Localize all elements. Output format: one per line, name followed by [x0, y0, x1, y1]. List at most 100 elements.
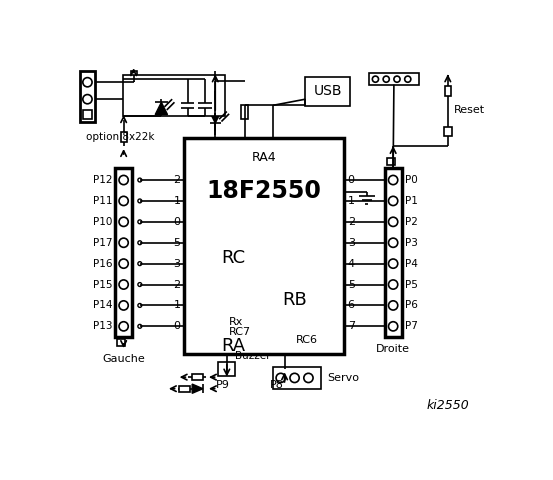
Text: RA: RA: [221, 337, 246, 355]
Circle shape: [276, 373, 285, 383]
Circle shape: [304, 373, 313, 383]
Text: Servo: Servo: [327, 373, 359, 383]
Text: RC7: RC7: [229, 327, 251, 337]
Circle shape: [138, 262, 142, 265]
Bar: [241, 105, 248, 119]
Text: P3: P3: [405, 238, 418, 248]
Text: 2: 2: [348, 217, 355, 227]
Circle shape: [83, 95, 92, 104]
Circle shape: [119, 196, 128, 205]
Circle shape: [138, 303, 142, 307]
Bar: [115, 168, 132, 337]
Text: P12: P12: [92, 175, 112, 185]
Text: P9: P9: [216, 380, 230, 390]
Bar: [123, 75, 225, 116]
Text: P14: P14: [92, 300, 112, 311]
Text: RA4: RA4: [252, 151, 276, 164]
Circle shape: [290, 373, 299, 383]
Circle shape: [119, 238, 128, 247]
Text: RC6: RC6: [296, 335, 318, 345]
Text: 0: 0: [348, 175, 354, 185]
Bar: [131, 71, 137, 82]
Text: P17: P17: [92, 238, 112, 248]
Circle shape: [138, 178, 142, 182]
Bar: [385, 168, 401, 337]
Text: P6: P6: [405, 300, 418, 311]
Bar: [273, 367, 321, 389]
Text: P8: P8: [270, 380, 284, 390]
Text: P4: P4: [405, 259, 418, 269]
Text: 4: 4: [348, 259, 355, 269]
Text: 1: 1: [348, 196, 354, 206]
Circle shape: [138, 220, 142, 224]
Text: 2: 2: [174, 175, 181, 185]
Text: P5: P5: [405, 279, 418, 289]
Text: 5: 5: [348, 279, 354, 289]
Text: Droite: Droite: [376, 344, 410, 354]
Bar: [192, 374, 202, 380]
Circle shape: [119, 217, 128, 227]
Circle shape: [389, 217, 398, 227]
Text: P13: P13: [92, 321, 112, 331]
Circle shape: [119, 175, 128, 185]
Circle shape: [119, 280, 128, 289]
Text: 5: 5: [174, 238, 181, 248]
Bar: [83, 110, 92, 119]
Circle shape: [119, 322, 128, 331]
Text: 6: 6: [348, 300, 354, 311]
Circle shape: [389, 259, 398, 268]
Polygon shape: [155, 102, 168, 115]
Circle shape: [119, 259, 128, 268]
Text: P10: P10: [93, 217, 112, 227]
Polygon shape: [192, 384, 203, 393]
Text: 18F2550: 18F2550: [206, 179, 321, 203]
Text: 0: 0: [174, 321, 181, 331]
Text: P11: P11: [92, 196, 112, 206]
Text: P2: P2: [405, 217, 418, 227]
Text: USB: USB: [314, 84, 342, 98]
Circle shape: [389, 301, 398, 310]
Text: Rx: Rx: [229, 317, 243, 327]
Circle shape: [138, 324, 142, 328]
Circle shape: [389, 238, 398, 247]
Bar: [212, 80, 218, 91]
Circle shape: [83, 78, 92, 87]
Text: Gauche: Gauche: [102, 354, 145, 364]
Bar: [305, 77, 350, 106]
Circle shape: [405, 76, 411, 82]
Text: 7: 7: [348, 321, 355, 331]
Bar: [217, 362, 234, 376]
Polygon shape: [210, 112, 221, 123]
Bar: [445, 86, 451, 96]
Text: 3: 3: [348, 238, 354, 248]
Circle shape: [394, 76, 400, 82]
Text: 3: 3: [174, 259, 181, 269]
Bar: [185, 138, 344, 354]
Circle shape: [138, 283, 142, 287]
Text: 1: 1: [174, 300, 181, 311]
Text: 1: 1: [174, 196, 181, 206]
Bar: [444, 127, 452, 136]
Bar: [121, 132, 127, 142]
Text: 2: 2: [174, 279, 181, 289]
Text: RC: RC: [221, 249, 246, 267]
Circle shape: [138, 199, 142, 203]
Text: P16: P16: [92, 259, 112, 269]
Circle shape: [119, 301, 128, 310]
Text: RB: RB: [282, 291, 307, 309]
Text: option 8x22k: option 8x22k: [86, 132, 154, 142]
Text: P7: P7: [405, 321, 418, 331]
Circle shape: [389, 175, 398, 185]
Text: P15: P15: [92, 279, 112, 289]
Circle shape: [138, 241, 142, 245]
Text: ki2550: ki2550: [426, 399, 469, 412]
Circle shape: [389, 322, 398, 331]
Text: Reset: Reset: [454, 105, 485, 115]
Bar: [180, 385, 190, 392]
Circle shape: [372, 76, 378, 82]
Text: 0: 0: [174, 217, 181, 227]
Bar: [117, 339, 125, 347]
Bar: [387, 158, 395, 166]
Text: P1: P1: [405, 196, 418, 206]
Circle shape: [383, 76, 389, 82]
